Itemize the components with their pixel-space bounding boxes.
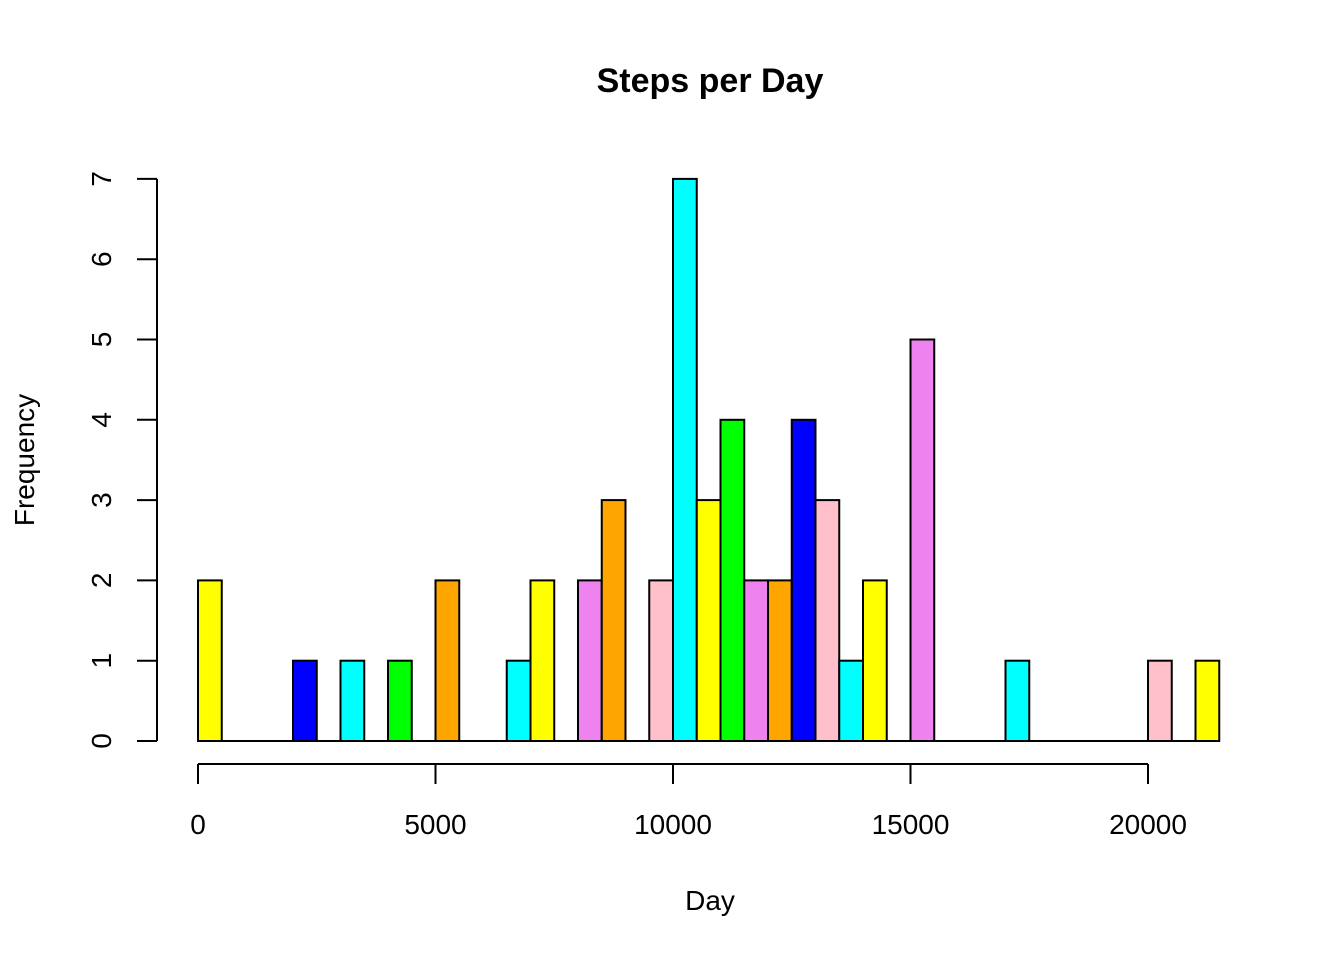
histogram-bar [1194, 659, 1221, 743]
x-tick-label: 5000 [404, 809, 466, 840]
chart-title: Steps per Day [597, 62, 824, 100]
y-tick-label: 6 [86, 251, 117, 267]
histogram-bar [648, 579, 674, 743]
histogram-bar [197, 579, 223, 743]
histogram-bar [695, 499, 722, 742]
y-tick-label: 4 [86, 412, 117, 428]
histogram-bar [909, 338, 936, 742]
histogram-bar [814, 499, 841, 742]
y-tick-label: 1 [86, 653, 117, 669]
y-tick-label: 2 [86, 573, 117, 589]
y-axis-label: Frequency [9, 394, 40, 526]
histogram-bar [339, 659, 366, 743]
histogram-bar [434, 579, 461, 743]
histogram-bar [529, 579, 556, 743]
y-axis: 0 1 2 3 4 5 6 7 [86, 171, 158, 749]
y-tick-label: 5 [86, 332, 117, 348]
histogram-bar [743, 579, 769, 743]
histogram-bar [719, 418, 746, 742]
histogram-bar [505, 659, 532, 743]
histogram-bar [862, 579, 888, 743]
histogram-bar [387, 659, 413, 743]
histogram-bar [838, 659, 864, 743]
x-tick-label: 20000 [1109, 809, 1187, 840]
histogram-bar [1147, 659, 1173, 743]
histogram-bar [672, 177, 698, 742]
x-tick-label: 15000 [872, 809, 950, 840]
histogram-bar [292, 659, 318, 743]
histogram-bar [600, 499, 627, 742]
histogram-bar [577, 579, 603, 743]
x-axis: 0 5000 10000 15000 20000 [190, 763, 1187, 840]
y-tick-label: 0 [86, 733, 117, 749]
x-axis-label: Day [685, 885, 735, 916]
y-tick-label: 7 [86, 171, 117, 187]
histogram-bar [767, 579, 793, 743]
histogram-bar [1004, 659, 1031, 743]
bars-group [197, 177, 1221, 743]
histogram-bar [790, 418, 817, 742]
x-tick-label: 10000 [634, 809, 712, 840]
x-tick-label: 0 [190, 809, 206, 840]
y-tick-label: 3 [86, 492, 117, 508]
